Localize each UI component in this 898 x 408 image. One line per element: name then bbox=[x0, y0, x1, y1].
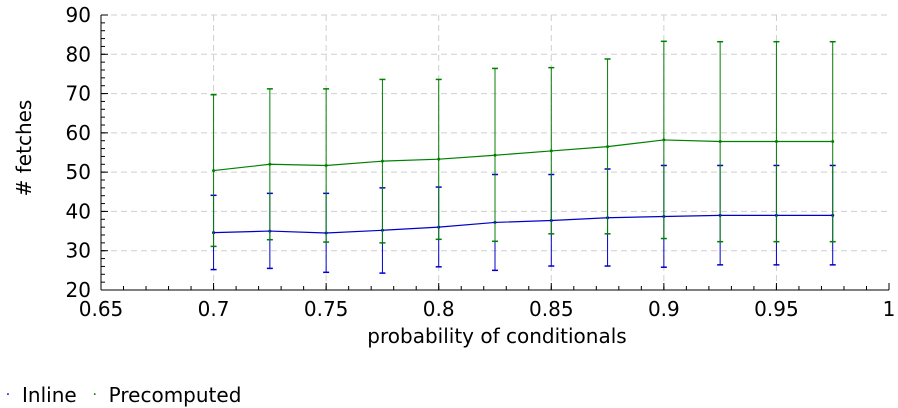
series-precomputed bbox=[210, 40, 836, 248]
y-tick-label: 80 bbox=[66, 42, 91, 66]
y-tick-label: 90 bbox=[66, 3, 91, 27]
y-tick-label: 60 bbox=[66, 121, 91, 145]
data-point-precomputed bbox=[324, 163, 328, 167]
data-point-precomputed bbox=[380, 159, 384, 163]
x-tick-label: 0.95 bbox=[754, 297, 799, 321]
x-tick-label: 0.85 bbox=[529, 297, 574, 321]
y-tick-label: 40 bbox=[66, 199, 91, 223]
x-tick-label: 0.7 bbox=[198, 297, 230, 321]
y-tick-label: 70 bbox=[66, 82, 91, 106]
data-point-precomputed bbox=[212, 169, 216, 173]
series-inline bbox=[210, 164, 836, 274]
data-point-precomputed bbox=[549, 149, 553, 153]
series-layer bbox=[210, 40, 836, 274]
legend-swatch-precomputed: · bbox=[92, 387, 97, 403]
x-axis-title: probability of conditionals bbox=[367, 324, 626, 348]
data-point-precomputed bbox=[662, 138, 666, 142]
chart: 0.65 0.7 0.75 0.8 0.85 0.9 0.95 1 20 30 40 50 60 70 80… bbox=[12, 3, 896, 348]
legend-label-inline: Inline bbox=[22, 383, 77, 407]
data-point-precomputed bbox=[774, 140, 778, 143]
x-tick-label: 0.75 bbox=[304, 297, 349, 321]
legend: · Inline · Precomputed bbox=[4, 383, 255, 407]
line-precomputed bbox=[213, 139, 833, 172]
data-point-precomputed bbox=[831, 140, 835, 143]
y-tick-label: 50 bbox=[66, 160, 91, 184]
x-tick-label: 0.9 bbox=[648, 297, 680, 321]
data-point-precomputed bbox=[437, 157, 441, 161]
data-point-precomputed bbox=[493, 153, 497, 157]
x-tick-label: 0.65 bbox=[79, 297, 124, 321]
y-axis-title: # fetches bbox=[12, 100, 36, 197]
data-point-precomputed bbox=[268, 162, 272, 166]
x-tick-label: 0.8 bbox=[423, 297, 455, 321]
legend-label-precomputed: Precomputed bbox=[108, 383, 242, 407]
axes bbox=[100, 14, 890, 291]
tick-labels: 0.65 0.7 0.75 0.8 0.85 0.9 0.95 1 20 30 40 50 60 70 80… bbox=[66, 3, 896, 321]
x-tick-label: 1 bbox=[883, 297, 896, 321]
y-tick-label: 20 bbox=[66, 278, 91, 302]
legend-swatch-inline: · bbox=[5, 387, 11, 403]
legend-item-inline[interactable]: · Inline bbox=[4, 383, 77, 407]
legend-item-precomputed[interactable]: · Precomputed bbox=[91, 383, 242, 407]
line-inline bbox=[213, 214, 833, 234]
data-point-precomputed bbox=[606, 145, 610, 149]
data-point-precomputed bbox=[718, 140, 722, 143]
y-tick-label: 30 bbox=[66, 239, 91, 263]
